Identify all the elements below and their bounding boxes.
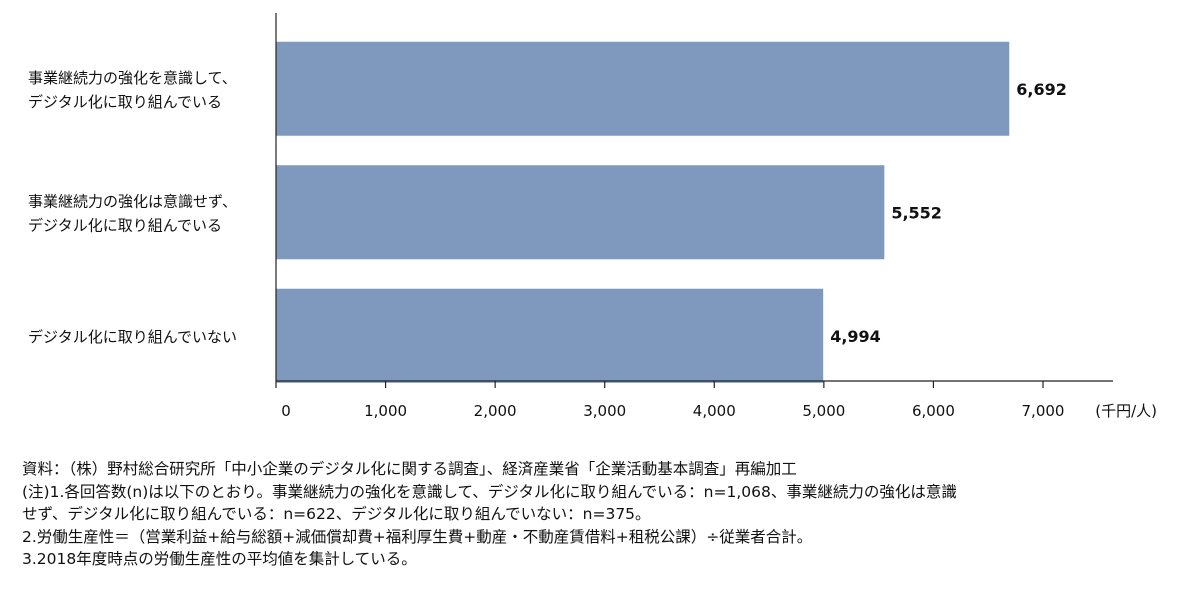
source-notes: 資料：（株）野村総合研究所「中小企業のデジタル化に関する調査」、経済産業省「企業…	[22, 458, 1182, 571]
axes-group: 0 1,000 2,000 3,000 4,000 5,000 6,000 7,000	[275, 13, 1113, 420]
bar	[276, 288, 824, 383]
note-line-1: (注)1.各回答数(n)は以下のとおり。事業継続力の強化を意識して、デジタル化に…	[22, 482, 957, 501]
category-label: デジタル化に取り組んでいる	[28, 93, 222, 111]
x-tick-label: 0	[281, 402, 291, 420]
data-labels: 6,692 5,552 4,994	[830, 80, 1067, 346]
category-label: デジタル化に取り組んでいない	[28, 328, 237, 346]
x-tick-label: 4,000	[693, 402, 736, 420]
category-label: デジタル化に取り組んでいる	[28, 216, 222, 234]
x-tick-label: 2,000	[474, 402, 517, 420]
bar-value-label: 4,994	[830, 327, 881, 346]
x-tick-label: 1,000	[364, 402, 407, 420]
category-labels: 事業継続力の強化を意識して、デジタル化に取り組んでいる事業継続力の強化は意識せず…	[28, 69, 237, 346]
bar-chart: 事業継続力の強化を意識して、デジタル化に取り組んでいる事業継続力の強化は意識せず…	[28, 13, 1157, 420]
x-tick-label: 7,000	[1022, 402, 1065, 420]
x-tick-label: 6,000	[912, 402, 955, 420]
bar	[276, 41, 1010, 136]
source-line: 資料：（株）野村総合研究所「中小企業のデジタル化に関する調査」、経済産業省「企業…	[22, 460, 797, 478]
bars-group	[276, 41, 1010, 383]
x-tick-label: 3,000	[583, 402, 626, 420]
category-label: 事業継続力の強化を意識して、	[28, 69, 237, 87]
x-tick-label: 5,000	[802, 402, 845, 420]
bar-value-label: 6,692	[1016, 80, 1067, 99]
note-line-1-continued: せず、デジタル化に取り組んでいる：n=622、デジタル化に取り組んでいない：n=…	[22, 505, 651, 523]
bar	[276, 165, 885, 260]
axis-unit-label: (千円/人)	[1095, 402, 1157, 420]
note-line-3: 3.2018年度時点の労働生産性の平均値を集計している。	[22, 550, 417, 568]
bar-value-label: 5,552	[891, 203, 942, 222]
category-label: 事業継続力の強化は意識せず、	[28, 192, 237, 210]
note-line-2: 2.労働生産性＝（営業利益+給与総額+減価償却費+福利厚生費+動産・不動産賃借料…	[22, 527, 813, 546]
